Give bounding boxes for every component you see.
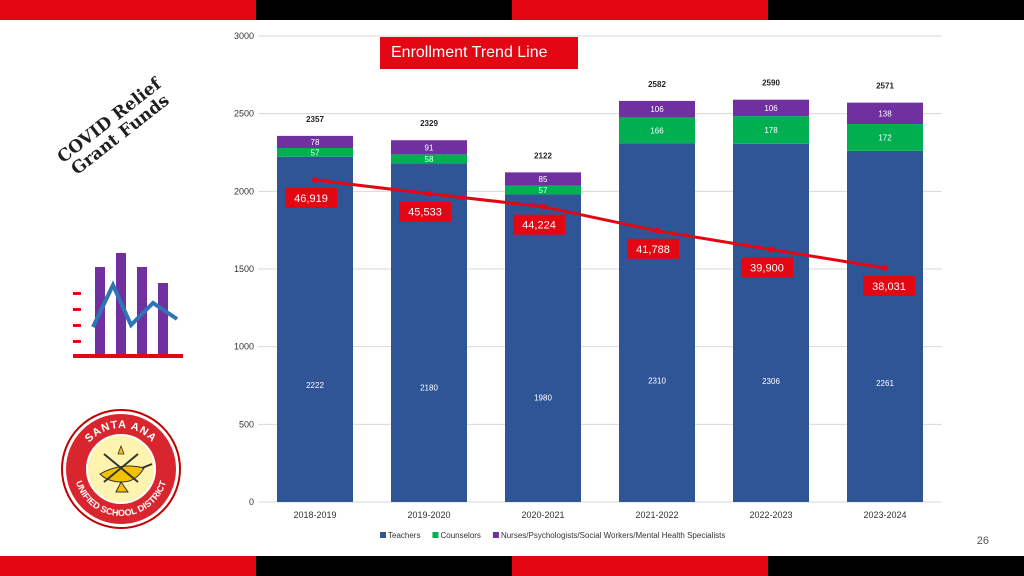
data-label: 166	[650, 126, 664, 135]
band-segment	[512, 556, 768, 576]
band-segment	[768, 556, 1024, 576]
x-tick-label: 2018-2019	[293, 510, 336, 520]
data-label: 172	[878, 133, 892, 142]
trend-point	[312, 177, 318, 183]
bar-segment	[391, 140, 467, 155]
data-label: 1980	[534, 394, 552, 403]
data-label: 106	[764, 104, 778, 113]
data-label: 85	[539, 175, 548, 184]
bar-segment	[733, 99, 809, 117]
y-tick-label: 3000	[234, 31, 254, 41]
x-tick-label: 2022-2023	[749, 510, 792, 520]
x-tick-label: 2023-2024	[863, 510, 906, 520]
trend-label-box	[513, 214, 565, 235]
legend-swatch	[380, 532, 386, 538]
trend-label: 45,533	[408, 207, 442, 219]
data-label: 58	[425, 155, 434, 164]
total-label: 2582	[648, 80, 666, 89]
legend-label: Counselors	[440, 531, 480, 540]
data-label: 138	[878, 109, 892, 118]
trend-point	[654, 227, 660, 234]
data-label: 57	[311, 148, 320, 157]
legend-swatch	[432, 532, 439, 538]
band-segment	[768, 0, 1024, 20]
data-label: 178	[764, 126, 778, 135]
legend-swatch	[492, 532, 499, 538]
bar-segment	[505, 194, 581, 502]
data-label: 106	[650, 105, 664, 114]
x-tick-label: 2021-2022	[635, 510, 678, 520]
band-segment	[0, 0, 256, 20]
bar-segment	[619, 117, 695, 144]
trend-label-box	[285, 188, 337, 208]
trend-label-box	[741, 257, 793, 278]
trend-point	[426, 190, 432, 197]
bar-segment	[277, 147, 353, 157]
bar-segment	[619, 143, 695, 502]
total-label: 2122	[534, 151, 552, 160]
data-label: 91	[425, 143, 434, 152]
trend-label: 44,224	[522, 220, 556, 232]
total-label: 2571	[876, 82, 894, 91]
bar-segment	[733, 143, 809, 502]
bar-segment	[847, 150, 923, 503]
y-tick-label: 0	[249, 497, 254, 507]
x-tick-label: 2019-2020	[407, 510, 450, 520]
legend-label: Teachers	[388, 531, 420, 540]
band-segment	[256, 556, 512, 576]
trend-line	[314, 178, 886, 270]
district-seal: SANTA ANA UNIFIED SCHOOL DISTRICT	[61, 409, 181, 529]
band-segment	[256, 0, 512, 20]
trend-label: 39,900	[750, 262, 784, 274]
data-label: 57	[539, 186, 548, 195]
bar-segment	[277, 135, 353, 148]
data-label: 2310	[648, 377, 666, 386]
top-color-band	[0, 0, 1024, 20]
trend-label: 41,788	[636, 244, 670, 256]
bar-segment	[847, 102, 923, 125]
bar-segment	[505, 185, 581, 195]
bar-line-chart-icon	[73, 253, 183, 358]
band-segment	[0, 556, 256, 576]
total-label: 2329	[420, 119, 438, 128]
trend-line-title: Enrollment Trend Line	[380, 37, 578, 69]
bottom-color-band	[0, 556, 1024, 576]
trend-label-box	[627, 238, 679, 259]
bar-segment	[619, 100, 695, 118]
trend-label-box	[399, 201, 451, 222]
x-tick-label: 2020-2021	[521, 510, 564, 520]
bar-segment	[391, 154, 467, 164]
trend-point	[540, 203, 546, 210]
trend-label-box	[863, 276, 915, 296]
data-label: 2222	[306, 381, 324, 390]
trend-point	[768, 246, 774, 253]
data-label: 2261	[876, 379, 894, 388]
y-tick-label: 2500	[234, 109, 254, 119]
y-tick-label: 1000	[234, 342, 254, 352]
band-segment	[512, 0, 768, 20]
data-label: 2180	[420, 383, 438, 392]
total-label: 2357	[306, 115, 324, 124]
y-tick-label: 2000	[234, 186, 254, 196]
y-tick-label: 1500	[234, 264, 254, 274]
page-number: 26	[976, 535, 989, 547]
bar-segment	[847, 124, 923, 151]
legend-label: Nurses/Psychologists/Social Workers/Ment…	[501, 531, 725, 540]
trend-label: 46,919	[294, 193, 328, 205]
data-label: 2306	[762, 377, 780, 386]
bar-segment	[277, 156, 353, 502]
bar-segment	[505, 172, 581, 186]
total-label: 2590	[762, 79, 780, 88]
data-label: 78	[311, 138, 320, 147]
y-tick-label: 500	[239, 419, 254, 429]
bar-segment	[733, 116, 809, 144]
trend-label: 38,031	[872, 281, 906, 293]
trend-point	[882, 265, 888, 271]
